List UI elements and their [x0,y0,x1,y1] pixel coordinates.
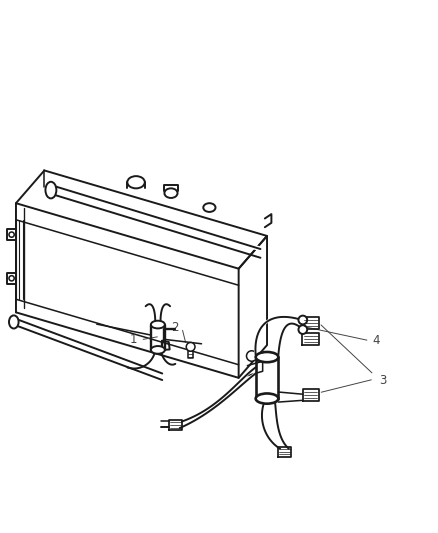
Ellipse shape [151,346,165,354]
Circle shape [298,316,307,325]
Circle shape [186,343,195,351]
Circle shape [247,351,257,361]
Ellipse shape [256,352,279,362]
Ellipse shape [203,203,215,212]
Ellipse shape [46,182,57,198]
Text: 4: 4 [372,334,380,347]
Ellipse shape [164,188,177,198]
Ellipse shape [9,316,18,328]
Ellipse shape [151,321,165,328]
Circle shape [9,232,14,237]
Text: 2: 2 [172,321,179,334]
Circle shape [298,325,307,334]
Ellipse shape [256,393,279,403]
Ellipse shape [127,176,145,188]
Text: 3: 3 [379,374,386,386]
Circle shape [9,276,14,281]
Text: 1: 1 [130,333,138,346]
